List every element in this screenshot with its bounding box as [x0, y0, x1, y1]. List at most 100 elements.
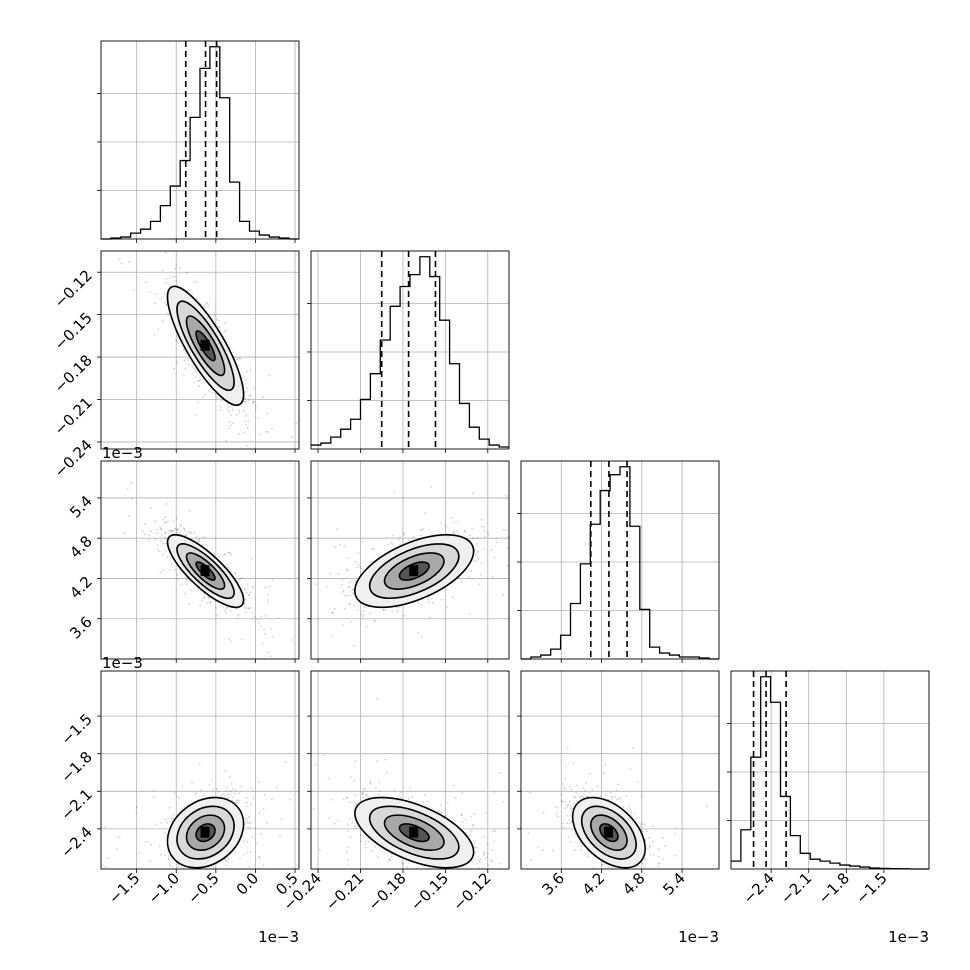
sample-point	[407, 798, 410, 800]
sample-point	[518, 542, 520, 544]
sample-point	[499, 879, 501, 881]
sample-point	[191, 882, 193, 884]
sample-point	[198, 385, 201, 387]
sample-point	[527, 832, 530, 834]
sample-point	[177, 866, 180, 869]
sample-point	[450, 891, 452, 893]
sample-point	[261, 642, 264, 645]
sample-point	[508, 896, 510, 898]
sample-point	[197, 541, 200, 544]
sample-point	[128, 261, 131, 264]
sample-point	[314, 764, 317, 766]
sample-point	[471, 492, 474, 495]
sample-point	[506, 564, 509, 567]
sample-point	[153, 796, 156, 798]
sample-point	[249, 369, 252, 372]
sample-point	[480, 525, 483, 528]
sample-point	[476, 544, 479, 547]
sample-point	[420, 636, 423, 639]
sample-point	[469, 834, 471, 836]
sample-point	[238, 799, 240, 802]
sample-point	[570, 880, 572, 882]
sample-point	[346, 569, 349, 572]
sample-point	[164, 516, 167, 519]
sample-point	[569, 873, 571, 875]
sample-point	[178, 915, 180, 917]
sample-point	[248, 822, 251, 824]
sample-point	[165, 304, 168, 307]
sample-point	[185, 583, 188, 586]
sample-point	[636, 781, 639, 783]
sample-point	[482, 547, 485, 550]
sample-point	[339, 543, 342, 546]
sample-point	[461, 792, 464, 795]
sample-point	[342, 798, 345, 801]
sample-point	[474, 548, 476, 551]
sample-point	[514, 889, 516, 891]
sample-point	[407, 539, 410, 541]
sample-point	[570, 789, 573, 791]
sample-point	[244, 400, 247, 403]
sample-point	[569, 587, 571, 589]
sample-point	[191, 781, 194, 784]
sample-point	[159, 525, 162, 528]
sample-point	[361, 611, 364, 613]
sample-point	[539, 505, 541, 507]
sample-point	[200, 599, 203, 602]
sample-point	[654, 899, 656, 901]
sample-point	[173, 792, 176, 794]
sample-point	[175, 529, 178, 531]
sample-point	[226, 793, 229, 796]
sample-point	[193, 381, 196, 384]
sample-point	[389, 859, 392, 862]
sample-point	[463, 872, 465, 874]
sample-point	[242, 410, 245, 412]
sample-point	[343, 595, 346, 597]
sample-point	[301, 663, 303, 665]
sample-point	[403, 615, 405, 617]
sample-point	[262, 610, 264, 612]
sample-point	[245, 379, 247, 381]
sample-point	[133, 289, 135, 291]
sample-point	[651, 825, 654, 827]
sample-point	[365, 794, 368, 797]
sample-point	[327, 777, 330, 780]
sample-point	[236, 357, 238, 360]
sample-point	[158, 550, 161, 553]
sample-point	[483, 526, 485, 528]
sample-point	[179, 870, 181, 872]
sample-point	[183, 374, 185, 377]
sample-point	[217, 556, 220, 558]
sample-point	[130, 497, 133, 500]
sample-point	[223, 330, 226, 333]
sample-point	[236, 358, 239, 361]
sample-point	[460, 814, 463, 816]
sample-point	[187, 363, 190, 366]
sample-point	[440, 598, 443, 601]
sample-point	[239, 857, 241, 860]
sample-point	[347, 557, 350, 560]
sample-point	[197, 588, 199, 591]
sample-point	[194, 870, 196, 872]
sample-point	[369, 612, 371, 615]
sample-point	[427, 601, 430, 603]
sample-point	[271, 798, 273, 800]
sample-point	[336, 528, 339, 530]
sample-point	[233, 792, 236, 795]
sample-point	[391, 610, 394, 613]
sample-point	[350, 776, 353, 778]
sample-point	[158, 845, 161, 848]
sample-point	[242, 431, 245, 434]
sample-point	[235, 413, 238, 416]
grid-layer	[101, 41, 929, 869]
sample-point	[210, 601, 213, 604]
sample-point	[211, 789, 214, 791]
sample-point	[252, 400, 254, 403]
sample-point	[185, 534, 188, 537]
sample-point	[246, 852, 249, 854]
sample-point	[144, 533, 146, 536]
sample-point	[393, 789, 396, 791]
sample-point	[367, 840, 370, 843]
sample-point	[224, 440, 227, 442]
sample-point	[568, 822, 571, 825]
